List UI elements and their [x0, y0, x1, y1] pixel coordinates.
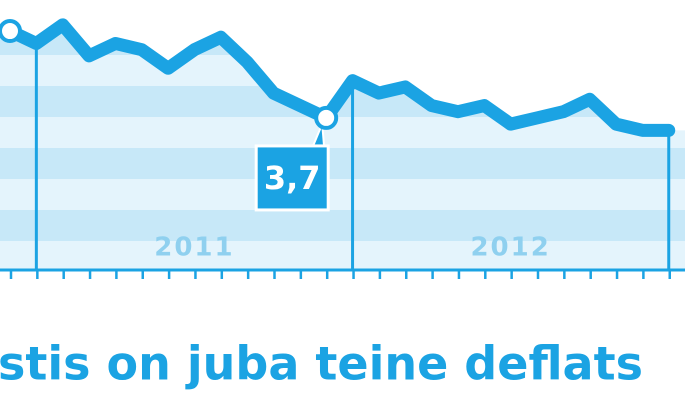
line: [3, 18, 676, 137]
point-marker: [314, 105, 339, 130]
year-label: 2011: [154, 233, 234, 263]
stripe: [0, 210, 685, 241]
year-label: 2012: [470, 233, 550, 263]
value-label: 3,7: [264, 159, 321, 197]
area-group: [0, 24, 685, 270]
label-box: [254, 144, 330, 212]
point-marker: [0, 19, 22, 44]
chart-title: stis on juba teine deflats: [0, 337, 643, 391]
stripe: [0, 148, 685, 179]
